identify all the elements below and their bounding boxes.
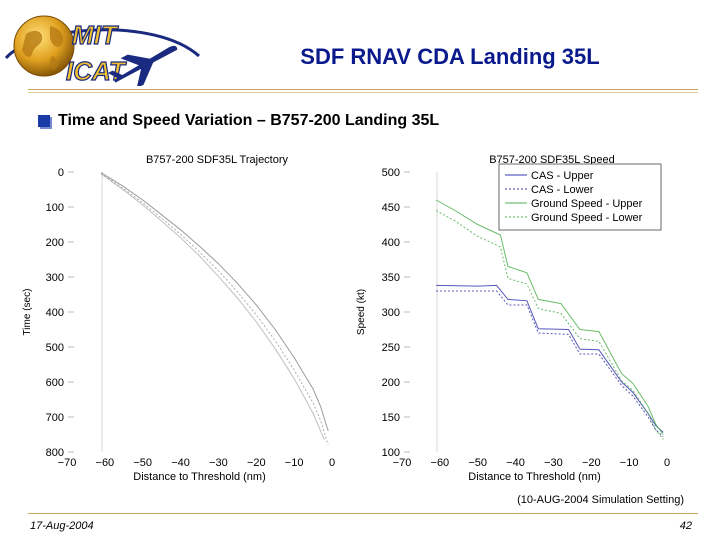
mit-icat-logo: MIT ICAT bbox=[4, 15, 200, 86]
footer-page-number: 42 bbox=[679, 520, 692, 532]
footer-date: 17-Aug-2004 bbox=[30, 520, 94, 532]
y-tick-label: 100 bbox=[382, 447, 400, 459]
x-tick-label: −50 bbox=[468, 457, 487, 469]
y-tick-label: 150 bbox=[382, 412, 400, 424]
legend-entry: CAS - Upper bbox=[531, 170, 594, 182]
series-line bbox=[100, 172, 329, 432]
chart-title: B757-200 SDF35L Speed bbox=[489, 154, 615, 166]
x-axis-label: Distance to Threshold (nm) bbox=[133, 471, 265, 483]
y-tick-label: 800 bbox=[46, 447, 64, 459]
x-tick-label: −40 bbox=[506, 457, 525, 469]
x-tick-label: −30 bbox=[544, 457, 563, 469]
x-tick-label: −20 bbox=[247, 457, 266, 469]
y-tick-label: 200 bbox=[382, 377, 400, 389]
series-line bbox=[436, 290, 664, 437]
series-line bbox=[435, 210, 664, 440]
page-title: SDF RNAV CDA Landing 35L bbox=[300, 44, 600, 69]
y-tick-label: 350 bbox=[382, 272, 400, 284]
x-tick-label: −60 bbox=[431, 457, 450, 469]
legend-entry: Ground Speed - Upper bbox=[531, 198, 643, 210]
series-line bbox=[435, 199, 664, 435]
x-tick-label: −70 bbox=[58, 457, 77, 469]
y-tick-label: 100 bbox=[46, 202, 64, 214]
series-line bbox=[436, 284, 664, 433]
legend-entry: CAS - Lower bbox=[531, 184, 594, 196]
x-tick-label: −50 bbox=[133, 457, 152, 469]
footer-rule bbox=[28, 513, 698, 514]
y-tick-label: 600 bbox=[46, 377, 64, 389]
header-rule-secondary bbox=[28, 92, 698, 93]
bullet-text: Time and Speed Variation – B757-200 Land… bbox=[58, 112, 440, 129]
x-tick-label: 0 bbox=[664, 457, 670, 469]
x-tick-label: −20 bbox=[582, 457, 601, 469]
bullet-item: Time and Speed Variation – B757-200 Land… bbox=[38, 112, 439, 130]
y-axis-label: Speed (kt) bbox=[356, 289, 367, 335]
x-tick-label: −60 bbox=[96, 457, 115, 469]
x-axis-label: Distance to Threshold (nm) bbox=[468, 471, 600, 483]
header-rule bbox=[28, 89, 698, 90]
logo-mit: MIT bbox=[72, 20, 119, 50]
series-line bbox=[100, 173, 325, 440]
y-tick-label: 400 bbox=[382, 237, 400, 249]
x-tick-label: 0 bbox=[329, 457, 335, 469]
y-tick-label: 300 bbox=[382, 307, 400, 319]
y-tick-label: 400 bbox=[46, 307, 64, 319]
square-bullet-icon bbox=[38, 115, 50, 127]
charts-area: B757-200 SDF35L Trajectory 0 100 200 300 400 5… bbox=[22, 154, 670, 483]
x-tick-label: −10 bbox=[285, 457, 304, 469]
y-tick-label: 300 bbox=[46, 272, 64, 284]
y-axis-label: Time (sec) bbox=[22, 289, 33, 336]
airplane-icon bbox=[107, 45, 178, 86]
logo-icat: ICAT bbox=[66, 56, 127, 86]
y-tick-label: 200 bbox=[46, 237, 64, 249]
series-line bbox=[100, 172, 329, 446]
y-tick-label: 500 bbox=[382, 167, 400, 179]
x-tick-label: −10 bbox=[620, 457, 639, 469]
simulation-caption: (10-AUG-2004 Simulation Setting) bbox=[517, 494, 684, 506]
legend-entry: Ground Speed - Lower bbox=[531, 212, 643, 224]
y-tick-label: 700 bbox=[46, 412, 64, 424]
x-tick-label: −30 bbox=[209, 457, 228, 469]
y-tick-label: 500 bbox=[46, 342, 64, 354]
y-tick-label: 250 bbox=[382, 342, 400, 354]
legend: CAS - Upper CAS - Lower Ground Speed - Upp… bbox=[498, 163, 662, 231]
x-tick-label: −70 bbox=[393, 457, 412, 469]
y-tick-label: 450 bbox=[382, 202, 400, 214]
y-tick-label: 0 bbox=[58, 167, 64, 179]
chart-title: B757-200 SDF35L Trajectory bbox=[146, 154, 289, 166]
x-tick-label: −40 bbox=[171, 457, 190, 469]
